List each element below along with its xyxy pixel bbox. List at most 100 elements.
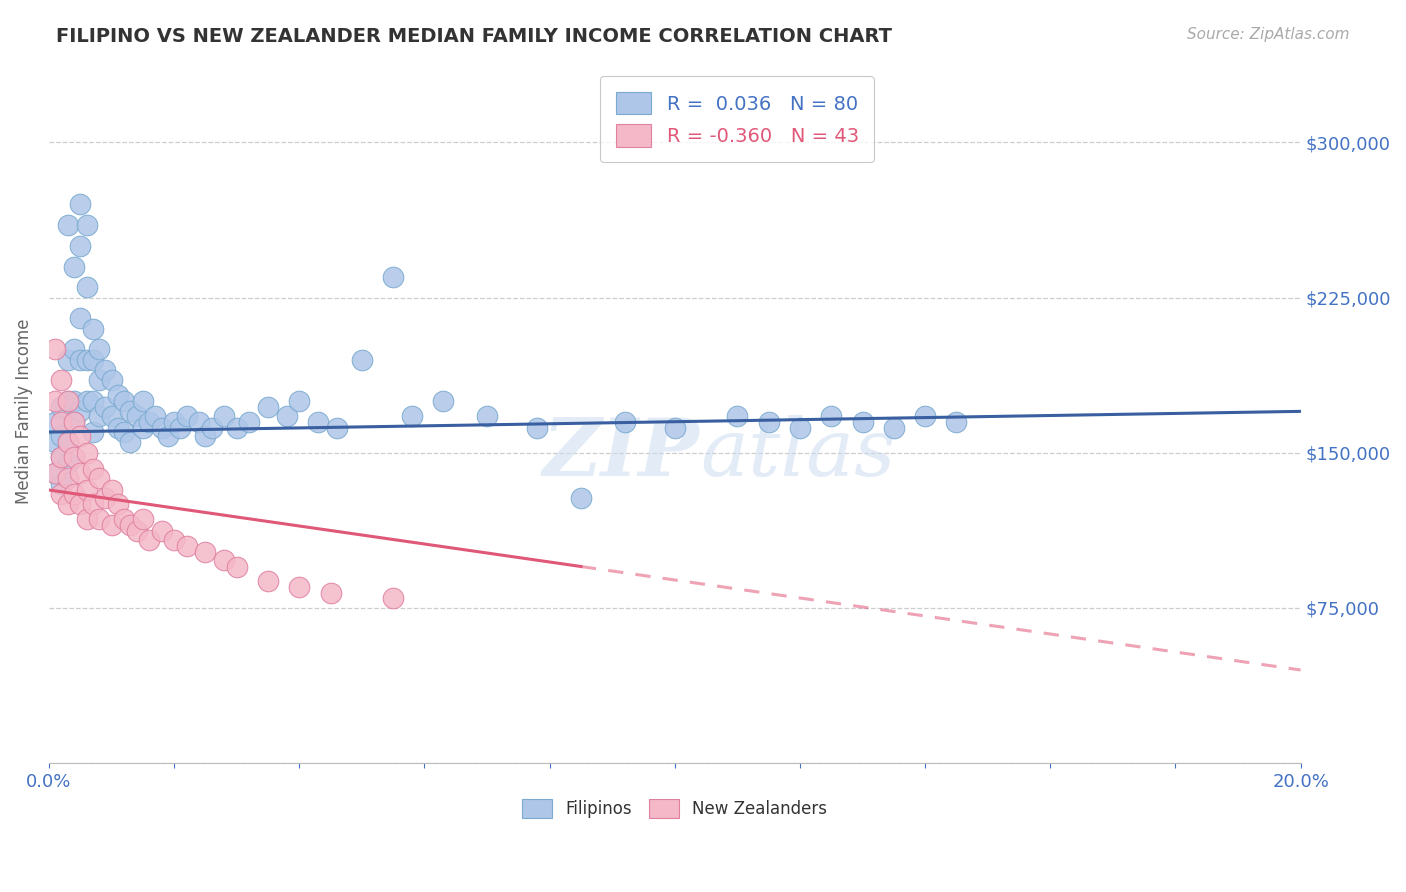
Point [257,401,280,415]
Point [257,574,280,588]
Point [44,394,66,409]
Point [758,415,780,429]
Point [63,415,86,429]
Point [63,487,86,501]
Point [132,394,155,409]
Point [132,512,155,526]
Point [238,415,260,429]
Point [51,373,73,387]
Point [94,401,117,415]
Point [63,450,86,464]
Text: atlas: atlas [700,415,896,492]
Point [319,586,342,600]
Point [51,487,73,501]
Point [56,394,79,409]
Point [82,352,104,367]
Point [76,280,98,294]
Point [789,421,811,435]
Point [225,421,247,435]
Point [76,218,98,232]
Point [120,435,142,450]
Point [87,470,110,484]
Point [87,373,110,387]
Point [288,580,311,594]
Point [100,483,122,497]
Point [382,591,405,605]
Point [82,462,104,476]
Point [225,559,247,574]
Point [613,415,636,429]
Point [169,421,191,435]
Legend: Filipinos, New Zealanders: Filipinos, New Zealanders [516,793,834,825]
Point [664,421,686,435]
Point [87,512,110,526]
Point [163,415,186,429]
Point [194,429,217,443]
Point [76,483,98,497]
Point [51,476,73,491]
Point [63,415,86,429]
Point [276,409,298,423]
Point [44,467,66,481]
Point [69,239,91,253]
Point [51,429,73,443]
Point [914,409,936,423]
Point [44,415,66,429]
Point [145,409,167,423]
Point [69,498,91,512]
Point [82,498,104,512]
Point [69,311,91,326]
Point [51,450,73,464]
Point [883,421,905,435]
Point [63,394,86,409]
Point [44,467,66,481]
Point [69,429,91,443]
Point [176,409,198,423]
Point [432,394,454,409]
Point [56,498,79,512]
Point [44,435,66,450]
Point [44,343,66,357]
Point [112,512,135,526]
Point [100,373,122,387]
Text: Source: ZipAtlas.com: Source: ZipAtlas.com [1187,27,1350,42]
Point [350,352,373,367]
Point [69,467,91,481]
Point [87,409,110,423]
Point [100,518,122,533]
Point [51,401,73,415]
Point [820,409,842,423]
Point [150,524,173,539]
Point [56,435,79,450]
Point [725,409,748,423]
Point [150,421,173,435]
Point [125,524,148,539]
Point [94,363,117,377]
Point [69,404,91,418]
Point [94,491,117,506]
Point [69,352,91,367]
Point [212,409,235,423]
Point [382,269,405,284]
Point [107,498,129,512]
Point [51,415,73,429]
Point [107,388,129,402]
Point [526,421,548,435]
Point [132,421,155,435]
Point [100,409,122,423]
Point [51,450,73,464]
Point [112,394,135,409]
Point [188,415,211,429]
Point [945,415,967,429]
Point [201,421,224,435]
Point [56,394,79,409]
Point [56,352,79,367]
Point [569,491,592,506]
Point [82,425,104,439]
Point [82,321,104,335]
Point [138,533,160,547]
Point [76,394,98,409]
Point [138,415,160,429]
Text: FILIPINO VS NEW ZEALANDER MEDIAN FAMILY INCOME CORRELATION CHART: FILIPINO VS NEW ZEALANDER MEDIAN FAMILY … [56,27,893,45]
Point [63,343,86,357]
